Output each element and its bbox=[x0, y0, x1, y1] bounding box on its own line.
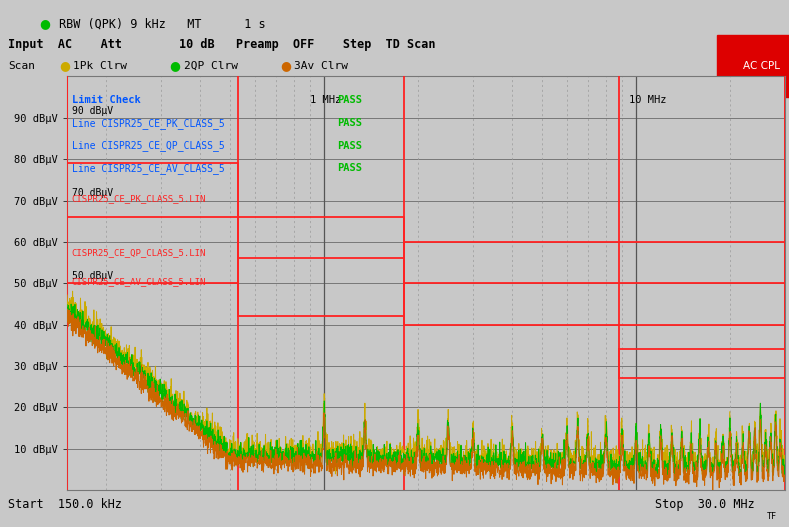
Text: ●: ● bbox=[170, 60, 181, 72]
Text: PASS: PASS bbox=[337, 163, 362, 173]
Text: 70 dBµV: 70 dBµV bbox=[72, 189, 113, 199]
Text: 10 MHz: 10 MHz bbox=[630, 95, 667, 105]
Text: 2QP Clrw: 2QP Clrw bbox=[184, 61, 237, 71]
Text: PASS: PASS bbox=[337, 141, 362, 151]
Text: Line CISPR25_CE_QP_CLASS_5: Line CISPR25_CE_QP_CLASS_5 bbox=[72, 141, 224, 151]
Text: ●: ● bbox=[280, 60, 291, 72]
Text: TF: TF bbox=[767, 512, 777, 522]
Text: Scan: Scan bbox=[8, 61, 35, 71]
Text: 3Av Clrw: 3Av Clrw bbox=[294, 61, 348, 71]
Text: CISPR25_CE_AV_CLASS_5.LIN: CISPR25_CE_AV_CLASS_5.LIN bbox=[72, 277, 206, 286]
Text: PASS: PASS bbox=[337, 95, 362, 105]
Text: PASS: PASS bbox=[337, 118, 362, 128]
Text: Line CISPR25_CE_PK_CLASS_5: Line CISPR25_CE_PK_CLASS_5 bbox=[72, 118, 224, 129]
Text: Line CISPR25_CE_AV_CLASS_5: Line CISPR25_CE_AV_CLASS_5 bbox=[72, 163, 224, 174]
Text: ●: ● bbox=[39, 17, 50, 30]
Text: Input  AC    Att        10 dB   Preamp  OFF    Step  TD Scan: Input AC Att 10 dB Preamp OFF Step TD Sc… bbox=[8, 38, 436, 51]
Text: RBW (QPK) 9 kHz   MT      1 s: RBW (QPK) 9 kHz MT 1 s bbox=[59, 17, 266, 30]
Text: 1 MHz: 1 MHz bbox=[310, 95, 341, 105]
Text: 1Pk Clrw: 1Pk Clrw bbox=[73, 61, 127, 71]
Text: CISPR25_CE_QP_CLASS_5.LIN: CISPR25_CE_QP_CLASS_5.LIN bbox=[72, 248, 206, 257]
Text: AC CPL: AC CPL bbox=[743, 61, 780, 71]
Text: 50 dBµV: 50 dBµV bbox=[72, 271, 113, 281]
Text: Start  150.0 kHz: Start 150.0 kHz bbox=[8, 499, 122, 511]
Text: ●: ● bbox=[59, 60, 70, 72]
Text: CISPR25_CE_PK_CLASS_5.LIN: CISPR25_CE_PK_CLASS_5.LIN bbox=[72, 194, 206, 203]
Text: Stop  30.0 MHz: Stop 30.0 MHz bbox=[655, 499, 754, 511]
Text: 90 dBµV: 90 dBµV bbox=[72, 106, 113, 116]
Text: Limit Check: Limit Check bbox=[72, 95, 140, 105]
